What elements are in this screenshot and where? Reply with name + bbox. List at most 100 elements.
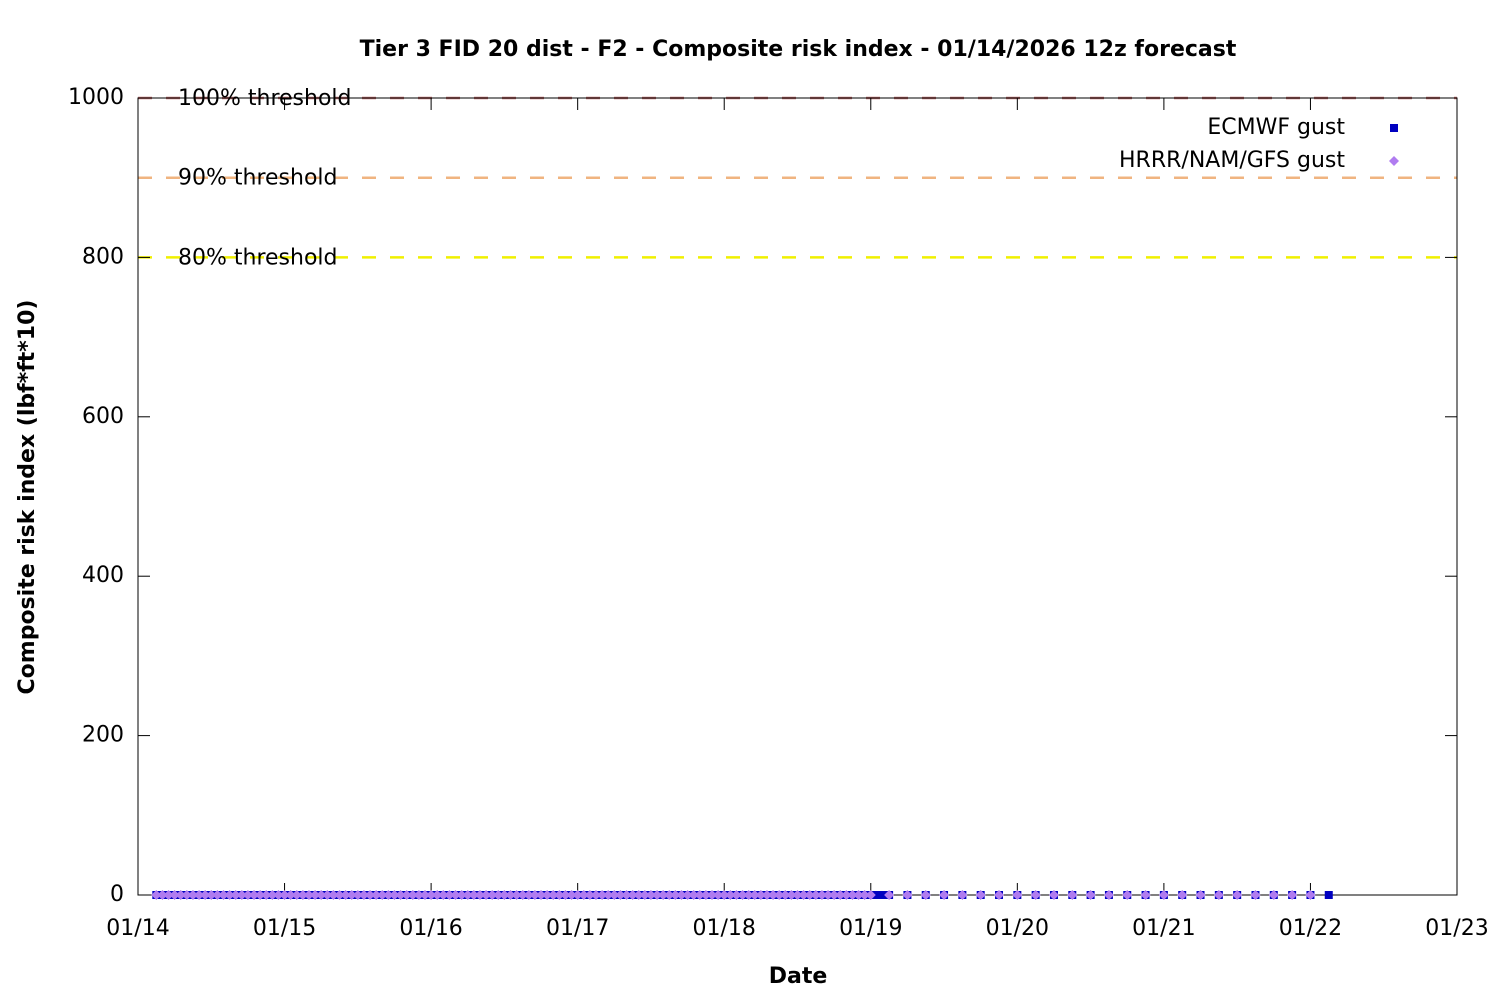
data-point [523,890,534,900]
y-axis-label: Composite risk index (lbf*ft*10) [15,300,40,695]
data-point [774,890,785,900]
data-point [584,890,595,900]
data-point [426,890,437,900]
data-point [542,890,553,900]
data-point [780,890,791,900]
data-point [731,890,742,900]
data-point [823,890,834,900]
x-tick-label: 01/21 [1132,916,1195,941]
data-point [407,890,418,900]
data-point [249,890,260,900]
data-point [261,890,272,900]
data-point [645,890,656,900]
data-point [768,890,779,900]
data-point [743,890,754,900]
data-point [163,890,174,900]
data-point [169,890,180,900]
data-point [670,890,681,900]
data-point [560,890,571,900]
data-point [334,890,345,900]
data-point [474,890,485,900]
data-point [786,890,797,900]
data-point [700,890,711,900]
data-point [1158,890,1169,900]
data-point [1305,890,1316,900]
data-point [633,890,644,900]
data-point [1195,890,1206,900]
data-point [1122,890,1133,900]
data-point [181,890,192,900]
data-point [273,890,284,900]
data-point [511,890,522,900]
data-point [994,890,1005,900]
data-point [847,890,858,900]
data-point [639,890,650,900]
x-tick-label: 01/22 [1279,916,1342,941]
data-point [1085,890,1096,900]
data-point [1048,890,1059,900]
data-point [1213,890,1224,900]
data-point [865,890,876,900]
data-point [438,890,449,900]
data-point [377,890,388,900]
data-point [395,890,406,900]
data-point [456,890,467,900]
data-point [658,890,669,900]
data-point [749,890,760,900]
data-point [187,890,198,900]
data-point [707,890,718,900]
data-point [975,890,986,900]
data-point [365,890,376,900]
data-point [719,890,730,900]
data-point [1287,890,1298,900]
data-point [755,890,766,900]
data-point [151,890,162,900]
data-point [230,890,241,900]
data-point [413,890,424,900]
data-point [358,890,369,900]
data-point [548,890,559,900]
data-point [297,890,308,900]
data-point [878,891,887,899]
data-point [236,890,247,900]
data-point [267,890,278,900]
data-point [566,890,577,900]
data-point [316,890,327,900]
data-point [383,890,394,900]
data-point [578,890,589,900]
data-point [401,890,412,900]
data-point [444,890,455,900]
data-point [206,890,217,900]
data-point [1177,890,1188,900]
data-point [841,890,852,900]
data-point [371,890,382,900]
data-point [810,890,821,900]
x-tick-label: 01/14 [106,916,169,941]
data-point [517,890,528,900]
data-point [603,890,614,900]
data-point [725,890,736,900]
data-point [816,890,827,900]
data-point [627,890,638,900]
data-point [340,890,351,900]
legend-marker [1390,124,1398,132]
data-point [1232,890,1243,900]
data-point [420,890,431,900]
data-point [499,890,510,900]
data-point [1012,890,1023,900]
y-tick-label: 400 [82,563,124,588]
data-point [200,890,211,900]
chart-title: Tier 3 FID 20 dist - F2 - Composite risk… [360,37,1237,62]
data-point [829,890,840,900]
data-point [652,890,663,900]
legend-label: HRRR/NAM/GFS gust [1119,148,1345,173]
data-point [664,890,675,900]
x-tick-label: 01/18 [693,916,756,941]
data-point [853,890,864,900]
data-point [212,890,223,900]
data-point [902,890,913,900]
data-point [255,890,266,900]
data-point [487,890,498,900]
data-point [175,890,186,900]
